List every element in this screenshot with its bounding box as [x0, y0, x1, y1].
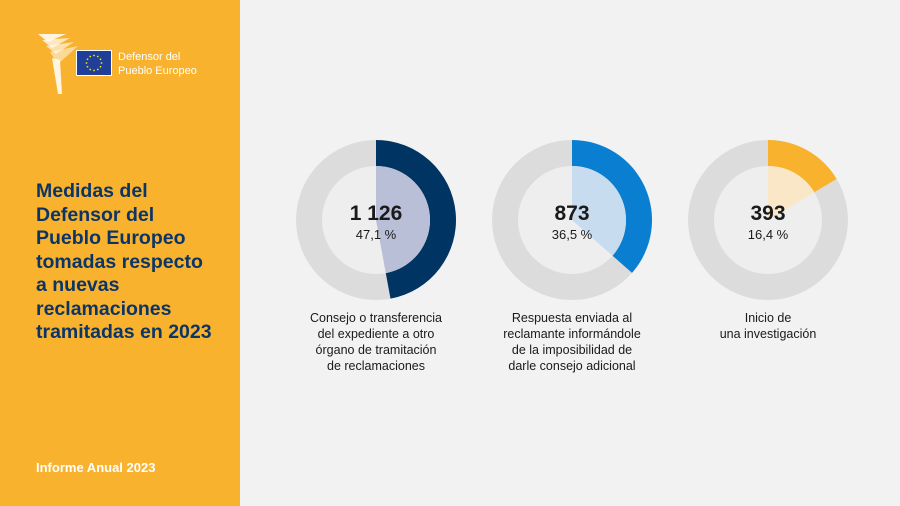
logo-line-2: Pueblo Europeo: [118, 65, 197, 77]
ombudsman-swan-icon: [38, 34, 78, 94]
inner-slice-highlight: [768, 166, 815, 220]
donut-center: 873 36,5 %: [472, 202, 672, 243]
eu-star-icon: [86, 58, 89, 61]
data-label-count: 393: [750, 202, 786, 225]
caption-line: Respuesta enviada al: [511, 311, 633, 325]
sidebar-panel: Defensor del Pueblo Europeo Medidas del …: [0, 0, 240, 506]
donut-chart: [688, 140, 848, 300]
eu-star-icon: [96, 68, 99, 71]
donut-item-investigation: 393 16,4 % Inicio de una investigación: [668, 140, 868, 342]
donut-chart: [492, 140, 652, 300]
logo-line-1: Defensor del: [118, 51, 181, 63]
donut-caption: Respuesta enviada al reclamante informán…: [472, 310, 672, 374]
title-line: reclamaciones: [36, 297, 172, 320]
donut-center: 393 16,4 %: [668, 202, 868, 243]
donut-item-response-sent: 873 36,5 % Respuesta enviada al reclaman…: [472, 140, 672, 374]
title-line: a nuevas: [36, 274, 120, 296]
caption-line: Inicio de: [744, 311, 792, 325]
eu-flag-icon: [76, 50, 112, 76]
title-line: Medidas del: [36, 180, 148, 202]
donut-item-advice-transfer: 1 126 47,1 % Consejo o transferencia del…: [276, 140, 476, 374]
title-line: tomadas respecto: [36, 250, 203, 273]
caption-line: Consejo o transferencia: [309, 311, 443, 325]
eu-star-icon: [89, 68, 92, 71]
ombudsman-logo: Defensor del Pueblo Europeo: [36, 30, 226, 96]
report-label: Informe Anual 2023: [36, 460, 156, 475]
donut-caption: Inicio de una investigación: [668, 310, 868, 342]
eu-star-icon: [86, 65, 89, 68]
inner-slice-highlight: [376, 166, 431, 274]
caption-line: reclamante informándole: [503, 327, 641, 341]
donut-center: 1 126 47,1 %: [276, 202, 476, 243]
caption-line: una investigación: [719, 327, 817, 341]
logo-text: Defensor del Pueblo Europeo: [118, 50, 197, 78]
inner-slice-highlight: [572, 166, 626, 256]
page-title: Medidas del Defensor del Pueblo Europeo …: [36, 180, 236, 345]
data-label-percent: 16,4 %: [747, 227, 789, 242]
caption-line: del expediente a otro: [317, 327, 435, 341]
data-label-percent: 36,5 %: [551, 227, 593, 242]
eu-star-icon: [89, 55, 92, 58]
caption-line: de reclamaciones: [327, 359, 425, 373]
eu-star-icon: [85, 62, 88, 64]
eu-star-icon: [99, 58, 102, 61]
title-line: Defensor del: [36, 203, 155, 226]
eu-star-icon: [99, 65, 102, 68]
eu-star-icon: [100, 62, 103, 64]
eu-star-icon: [93, 54, 95, 57]
eu-star-icon: [93, 69, 95, 72]
data-label-count: 1 126: [349, 202, 403, 225]
eu-star-icon: [96, 55, 99, 58]
caption-line: darle consejo adicional: [508, 359, 636, 373]
data-label-count: 873: [554, 202, 590, 225]
donut-caption: Consejo o transferencia del expediente a…: [276, 310, 476, 374]
title-line: Pueblo Europeo: [36, 227, 186, 249]
data-label-percent: 47,1 %: [355, 227, 397, 242]
caption-line: órgano de tramitación: [315, 343, 437, 357]
donut-chart: [296, 140, 456, 300]
title-line: tramitadas en 2023: [36, 321, 212, 343]
caption-line: de la imposibilidad de: [511, 343, 633, 357]
